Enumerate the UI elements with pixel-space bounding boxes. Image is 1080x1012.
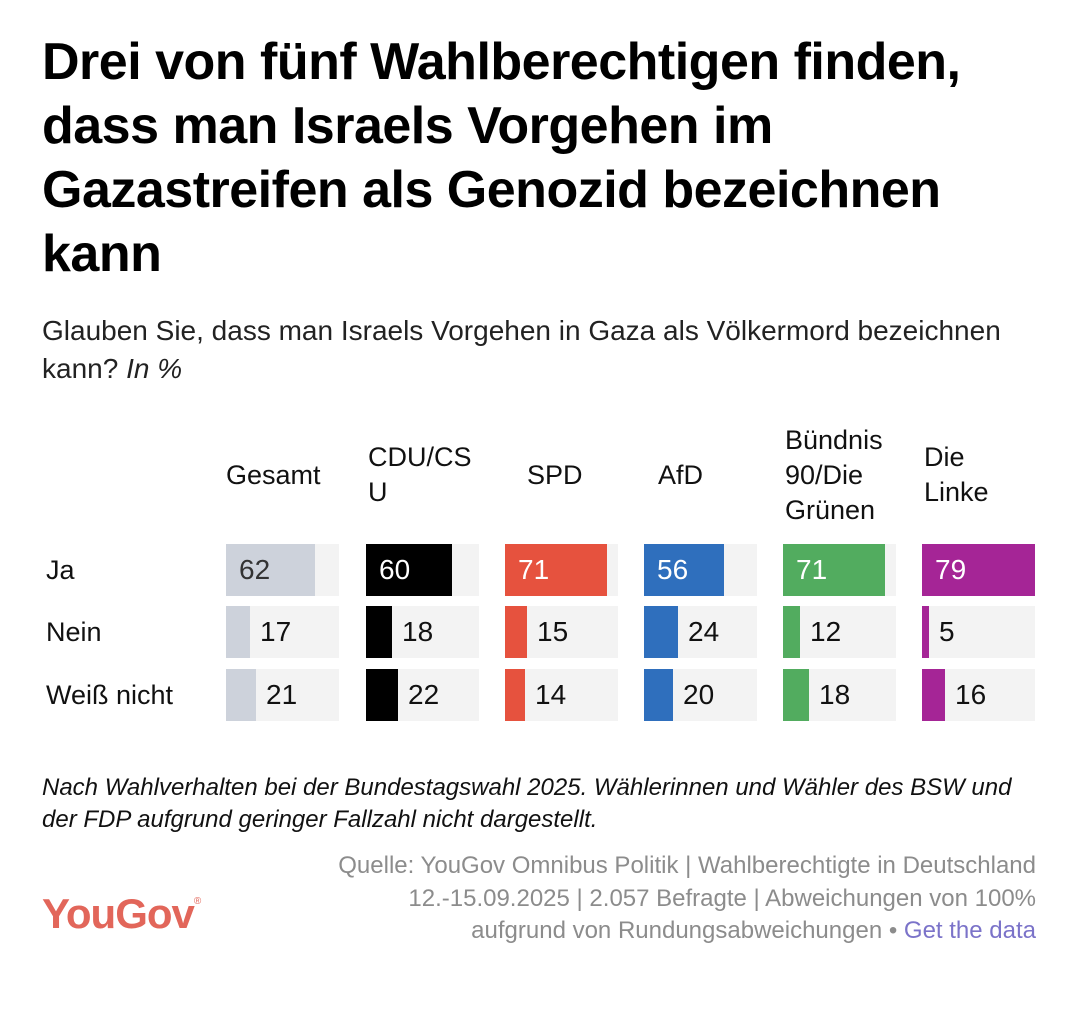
bar — [366, 669, 398, 721]
column-header: AfD — [658, 460, 704, 490]
source-description: Quelle: YouGov Omnibus Politik | Wahlber… — [338, 852, 1036, 944]
footnote: Nach Wahlverhalten bei der Bundestagswah… — [42, 774, 1012, 833]
column-header: CDU/CS U — [368, 442, 472, 507]
chart-title: Drei von fünf Wahlberechtigen finden, da… — [42, 33, 961, 283]
row-label: Weiß nicht — [46, 680, 174, 710]
bar-track: 18 — [783, 669, 896, 721]
data-label: 24 — [688, 616, 720, 647]
bar — [922, 669, 945, 721]
bar — [366, 544, 452, 596]
bar — [226, 669, 256, 721]
bar — [505, 606, 527, 658]
bar — [644, 544, 724, 596]
bar-track: 17 — [226, 606, 339, 658]
data-label: 71 — [518, 554, 550, 585]
registered-mark: ® — [193, 896, 201, 907]
data-label: 17 — [260, 616, 292, 647]
bar-track: 14 — [505, 669, 618, 721]
subtitle-question: Glauben Sie, dass man Israels Vorgehen i… — [42, 315, 1001, 384]
bar — [922, 544, 1035, 596]
bar-track: 24 — [644, 606, 757, 658]
data-label: 18 — [819, 679, 851, 710]
data-label: 14 — [535, 679, 567, 710]
column-header: Die Linke — [924, 442, 989, 507]
bar-track: 79 — [922, 544, 1035, 596]
bar — [226, 606, 250, 658]
row-label: Nein — [46, 617, 102, 647]
bar — [644, 606, 678, 658]
bar — [783, 669, 809, 721]
bar-track: 60 — [366, 544, 479, 596]
data-label: 79 — [935, 554, 967, 585]
column-header: Gesamt — [226, 460, 321, 490]
bar — [644, 669, 673, 721]
data-label: 20 — [683, 679, 715, 710]
bar-track: 18 — [366, 606, 479, 658]
get-the-data-link[interactable]: Get the data — [903, 917, 1036, 944]
bar-track: 16 — [922, 669, 1035, 721]
data-label: 5 — [939, 616, 955, 647]
data-label: 60 — [379, 554, 411, 585]
bar-track: 56 — [644, 544, 757, 596]
bar-track: 22 — [366, 669, 479, 721]
data-label: 21 — [266, 679, 298, 710]
data-label: 15 — [537, 616, 569, 647]
data-label: 22 — [408, 679, 440, 710]
data-label: 56 — [657, 554, 689, 585]
bar-track: 62 — [226, 544, 339, 596]
row-label: Ja — [46, 555, 75, 585]
data-label: 62 — [239, 554, 271, 585]
data-label: 12 — [810, 616, 842, 647]
bar — [922, 606, 929, 658]
bar-track: 12 — [783, 606, 896, 658]
bar — [783, 606, 800, 658]
bar-track: 21 — [226, 669, 339, 721]
bar-track: 71 — [505, 544, 618, 596]
yougov-logo: YouGov® — [42, 890, 201, 938]
bar-track: 71 — [783, 544, 896, 596]
column-header: SPD — [527, 460, 583, 490]
bar — [783, 544, 885, 596]
column-header: Bündnis 90/Die Grünen — [785, 425, 883, 525]
bar — [366, 606, 392, 658]
source-text: Quelle: YouGov Omnibus Politik | Wahlber… — [316, 850, 1036, 948]
data-label: 71 — [796, 554, 828, 585]
bar-track: 15 — [505, 606, 618, 658]
bar — [505, 669, 525, 721]
bar — [505, 544, 607, 596]
data-label: 16 — [955, 679, 987, 710]
subtitle-unit: In % — [126, 353, 183, 384]
data-label: 18 — [402, 616, 434, 647]
chart-subtitle: Glauben Sie, dass man Israels Vorgehen i… — [42, 312, 1042, 388]
bar-track: 20 — [644, 669, 757, 721]
logo-text: YouGov — [42, 890, 195, 937]
bar-track: 5 — [922, 606, 1035, 658]
bar — [226, 544, 315, 596]
